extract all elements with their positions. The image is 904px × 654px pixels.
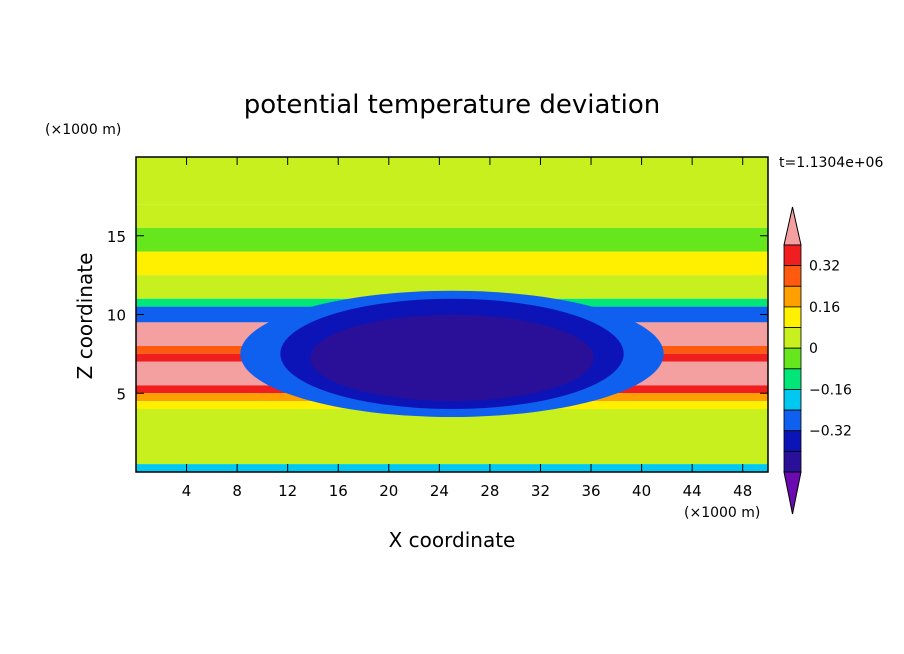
x-axis: 4 8 12 16 20 24 28 32 36 40 44 48	[182, 157, 752, 500]
colorbar-box	[783, 389, 802, 411]
colorbar-box	[783, 306, 802, 328]
x-tick-label: 20	[379, 482, 398, 500]
field-band-1	[136, 204, 768, 228]
y-tick-label: 10	[107, 307, 126, 325]
x-tick-label: 4	[182, 482, 192, 500]
colorbar-box	[783, 430, 802, 452]
colorbar-top-triangle	[783, 206, 802, 246]
x-tick-label: 36	[581, 482, 600, 500]
x-tick-label: 40	[632, 482, 651, 500]
colorbar-tick-label: 0.32	[809, 259, 840, 275]
colorbar-box	[783, 285, 802, 308]
colorbar-tick-label: −0.32	[809, 424, 852, 440]
y-axis-title: Z coordinate	[73, 253, 97, 380]
field-band-15	[136, 464, 768, 472]
x-unit-label: (×1000 m)	[684, 505, 760, 521]
x-tick-label: 32	[531, 482, 550, 500]
x-tick-label: 24	[430, 482, 449, 500]
colorbar-box	[783, 368, 802, 390]
field-band-2	[136, 227, 768, 252]
colorbar-bottom-triangle	[783, 471, 802, 515]
cold-pool-core	[310, 314, 594, 401]
field-band-3	[136, 251, 768, 276]
colorbar-box	[783, 450, 802, 473]
colorbar-tick-label: −0.16	[809, 382, 852, 398]
field-band-14	[136, 409, 768, 465]
y-tick-label: 15	[107, 228, 126, 246]
x-tick-label: 12	[278, 482, 297, 500]
colorbar-box	[783, 244, 802, 267]
colorbar-labels: 0.32 0.16 0 −0.16 −0.32	[809, 259, 852, 440]
heatmap-field	[136, 157, 768, 472]
time-label: t=1.1304e+06	[779, 155, 883, 171]
colorbar-box	[783, 409, 802, 432]
x-tick-label: 48	[733, 482, 752, 500]
x-tick-label: 28	[480, 482, 499, 500]
field-band-0	[136, 157, 768, 205]
x-tick-label: 44	[683, 482, 702, 500]
colorbar-tick-label: 0	[809, 341, 818, 357]
colorbar-box	[783, 265, 802, 287]
y-axis: 5 10 15	[107, 228, 768, 403]
field-band-4	[136, 275, 768, 299]
colorbar-tick-label: 0.16	[809, 300, 840, 316]
y-tick-label: 5	[116, 385, 126, 403]
colorbar-box	[783, 347, 802, 370]
x-tick-label: 16	[329, 482, 348, 500]
x-tick-label: 8	[232, 482, 242, 500]
colorbar	[783, 206, 802, 515]
y-unit-label: (×1000 m)	[45, 122, 121, 138]
colorbar-box	[783, 327, 802, 349]
chart-title: potential temperature deviation	[244, 90, 660, 120]
x-axis-title: X coordinate	[389, 528, 516, 552]
